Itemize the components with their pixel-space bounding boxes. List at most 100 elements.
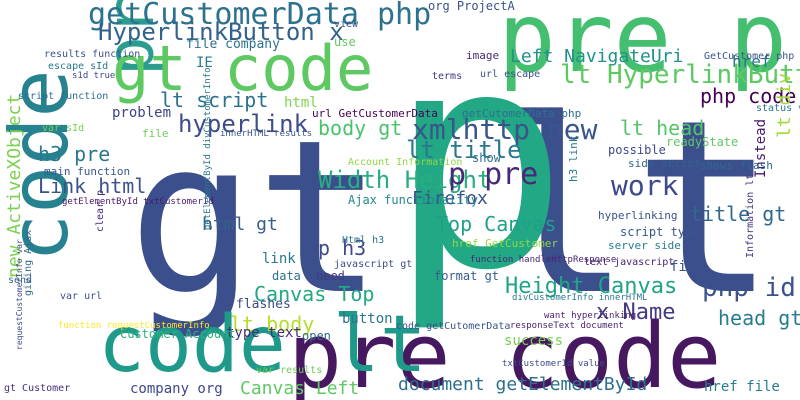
cloud-word: use <box>334 35 356 49</box>
cloud-word: php id <box>702 273 796 303</box>
cloud-word: lt body <box>230 312 315 336</box>
cloud-word: Account Information <box>348 157 463 168</box>
cloud-word: view <box>334 19 359 30</box>
cloud-word: possible <box>608 143 666 157</box>
cloud-word: hyperlinking p <box>598 209 691 222</box>
cloud-word: xmlhttp new <box>412 113 598 146</box>
cloud-word: url escape <box>480 69 541 80</box>
cloud-word: org ProjectA <box>428 0 515 13</box>
cloud-word: s1d true <box>72 71 116 81</box>
cloud-word: link <box>262 251 296 267</box>
cloud-word: gt Customer <box>4 383 71 394</box>
cloud-word: image <box>466 49 500 62</box>
cloud-word: Html h3 <box>342 235 385 246</box>
cloud-word: work <box>611 169 679 202</box>
cloud-word: Canvas Left <box>240 378 360 399</box>
cloud-word: lt <box>488 68 777 348</box>
cloud-word: document getElementById <box>398 374 648 395</box>
cloud-word: flashes <box>236 297 291 312</box>
cloud-word: divCustomerInfo innerHTML <box>512 293 648 303</box>
cloud-word: want hyperlinking <box>544 311 637 321</box>
cloud-word: need <box>316 269 345 283</box>
cloud-word: p pre <box>448 157 539 192</box>
cloud-word: Height Canvas <box>505 274 678 299</box>
cloud-word: txtCustomerId value <box>502 359 605 369</box>
cloud-word: function requestCustomerInfo <box>58 321 210 331</box>
cloud-word: status var <box>756 103 800 114</box>
cloud-word: code getCutomerData <box>396 321 511 332</box>
cloud-word: Ajax functionality <box>348 193 479 207</box>
cloud-word: x Name <box>596 300 676 325</box>
cloud-word: GetCustomer php <box>704 51 795 62</box>
cloud-word: escape sId <box>48 61 109 72</box>
cloud-word: lt head <box>620 116 705 140</box>
cloud-word: innerHTML results <box>220 129 313 139</box>
cloud-word: main function <box>44 165 131 178</box>
cloud-word: html gt <box>202 214 278 235</box>
cloud-word: title gt <box>690 202 787 226</box>
cloud-word: pre code <box>288 304 722 400</box>
cloud-word: html <box>284 95 318 111</box>
cloud-word: format gt <box>434 269 500 283</box>
cloud-word: results function <box>44 49 141 60</box>
cloud-word: php code <box>700 84 797 108</box>
cloud-word: p h3 <box>318 236 367 260</box>
cloud-word: gt code <box>112 32 374 105</box>
cloud-word: function handleHttpResponse <box>470 255 617 265</box>
cloud-word: p <box>388 0 569 336</box>
cloud-word: data <box>272 269 301 283</box>
cloud-word: show <box>472 151 501 165</box>
cloud-word: fine <box>670 259 704 275</box>
cloud-word: h3 link <box>567 135 580 182</box>
cloud-word: var url <box>60 291 103 302</box>
cloud-word: var sId <box>42 123 85 134</box>
cloud-word: pre p <box>498 0 787 94</box>
cloud-word: lt script <box>160 88 269 112</box>
cloud-word: getElementById txtCustomerId <box>62 197 214 207</box>
cloud-word: server side <box>608 239 681 252</box>
cloud-word: getCutomerData php <box>462 107 582 120</box>
cloud-word: code lt <box>98 300 427 390</box>
cloud-word: lt title <box>406 136 522 164</box>
cloud-word: Customer Account <box>120 327 236 341</box>
cloud-word: getElementById divCustomerInfo <box>203 67 213 230</box>
cloud-word: open <box>302 329 331 343</box>
cloud-word: Canvas Top <box>254 282 375 306</box>
cloud-word: body gt <box>318 116 403 140</box>
cloud-word: script type <box>620 225 700 239</box>
cloud-word: href <box>732 52 771 71</box>
cloud-word: success <box>504 333 564 349</box>
cloud-word: Firefox <box>412 188 488 209</box>
cloud-word: text javascript <box>584 257 675 268</box>
cloud-word: HyperlinkButton x <box>98 18 344 46</box>
cloud-word: file company <box>186 37 280 52</box>
cloud-word: hyperlink <box>178 110 309 138</box>
cloud-word: url GetCustomerData <box>312 107 438 120</box>
cloud-word: script function <box>18 91 109 102</box>
cloud-word: problem <box>112 105 172 121</box>
cloud-word: terms <box>432 71 463 82</box>
cloud-word: shows flash <box>700 159 773 172</box>
cloud-word: readyState <box>666 135 739 149</box>
cloud-word: h3 pre <box>38 142 111 166</box>
cloud-word: Link html <box>38 174 147 198</box>
cloud-word: head gt <box>718 306 800 330</box>
cloud-word: responseText document <box>510 321 624 331</box>
cloud-word: send <box>8 275 33 286</box>
cloud-word: lt HyperlinkButton <box>560 60 800 90</box>
cloud-word: Left NavigateUri <box>510 46 684 67</box>
cloud-word: side script <box>628 157 701 170</box>
cloud-word: href file <box>704 379 780 395</box>
cloud-word: Top Canvas <box>436 212 557 236</box>
cloud-word: gt <box>128 94 384 341</box>
cloud-word: href GetCustomer <box>452 237 558 250</box>
cloud-word: var results <box>256 365 323 376</box>
cloud-word: javascript gt <box>334 259 413 270</box>
cloud-word: file <box>142 127 169 140</box>
cloud-word: Information lt <box>745 173 756 258</box>
cloud-word: type text <box>226 325 302 341</box>
cloud-word: IE <box>196 55 213 71</box>
cloud-word: Width Height <box>318 166 492 194</box>
cloud-word: button <box>342 311 393 327</box>
